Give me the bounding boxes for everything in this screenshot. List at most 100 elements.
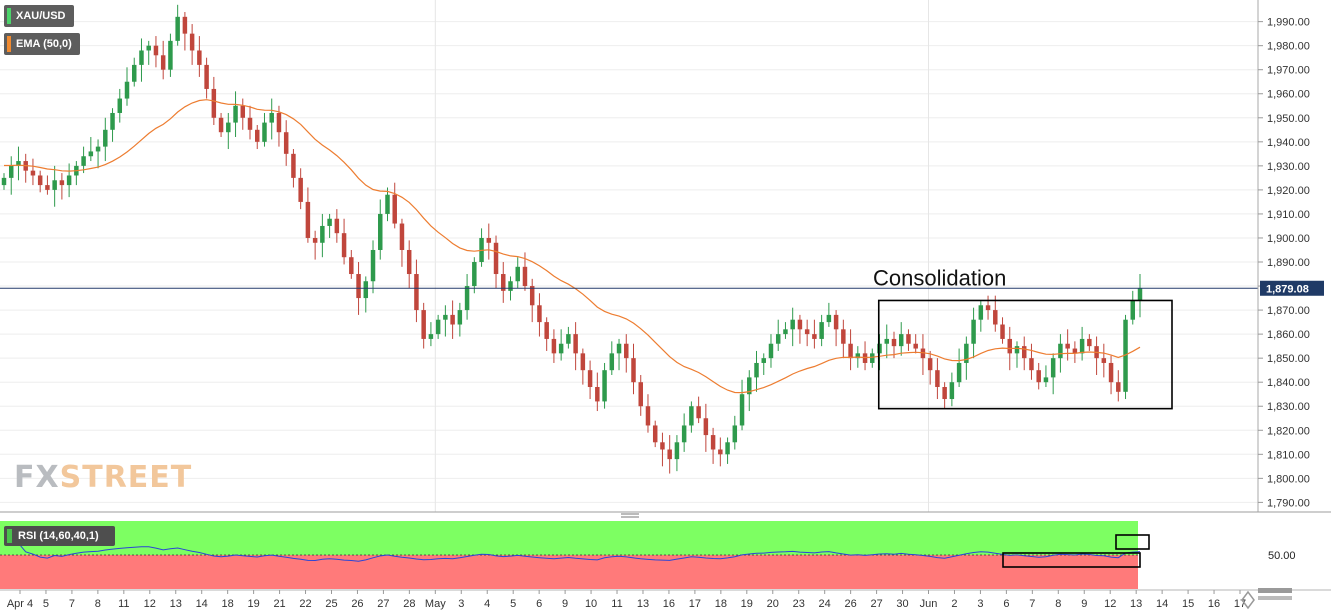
x-tick-label: May — [425, 598, 446, 610]
candle-body — [645, 406, 651, 426]
candle-body — [291, 153, 296, 178]
candle-body — [457, 310, 463, 325]
candle-body — [920, 348, 926, 359]
x-tick-label: 23 — [793, 598, 805, 610]
x-tick-label: 2 — [951, 598, 957, 610]
x-tick-label: 18 — [222, 598, 234, 610]
candle-body — [652, 425, 658, 443]
candle-body — [703, 418, 709, 436]
rsi-badge[interactable]: RSI (14,60,40,1) — [4, 526, 115, 546]
candle-body — [399, 223, 405, 250]
y-tick-label: 1,830.00 — [1267, 401, 1310, 413]
candle-body — [486, 237, 492, 243]
y-tick-label: 1,950.00 — [1267, 113, 1310, 125]
x-tick-label: 4 — [484, 598, 490, 610]
candle-body — [189, 33, 195, 51]
candle-body — [906, 334, 911, 344]
x-tick-label: 10 — [585, 598, 597, 610]
candle-body — [537, 305, 542, 323]
candle-body — [30, 170, 36, 176]
x-tick-label: 14 — [196, 598, 208, 610]
x-tick-label: 25 — [325, 598, 337, 610]
candle-body — [52, 180, 57, 190]
candle-body — [81, 156, 86, 166]
candle-body — [66, 175, 72, 186]
candle-body — [718, 449, 723, 455]
rsi-label: RSI (14,60,40,1) — [18, 530, 99, 542]
candle-body — [761, 358, 766, 363]
panel-resize-handle[interactable] — [621, 513, 639, 518]
y-tick-label: 1,960.00 — [1267, 89, 1310, 101]
candle-body — [544, 322, 549, 339]
y-tick-label: 1,800.00 — [1267, 473, 1310, 485]
candle-body — [1123, 319, 1128, 392]
candle-body — [269, 112, 274, 123]
candle-body — [790, 319, 795, 330]
candle-body — [8, 165, 14, 178]
candle-body — [1108, 362, 1114, 383]
candle-body — [580, 353, 586, 371]
candle-body — [551, 338, 557, 354]
candle-body — [124, 81, 130, 99]
candle-body — [833, 314, 839, 330]
x-tick-label: 13 — [1130, 598, 1142, 610]
y-tick-label: 1,890.00 — [1267, 257, 1310, 269]
candle-body — [233, 105, 238, 123]
candle-body — [1021, 346, 1027, 359]
x-tick-label: 17 — [689, 598, 701, 610]
candle-body — [356, 274, 361, 299]
candle-body — [609, 353, 615, 371]
last-price-tag: 1,879.08 — [1260, 280, 1324, 296]
candle-body — [797, 319, 803, 330]
candle-body — [204, 64, 209, 89]
candle-body — [667, 449, 672, 460]
candle-body — [334, 218, 340, 234]
candle-body — [320, 225, 325, 243]
candle-body — [631, 358, 636, 383]
candle-body — [710, 435, 716, 450]
y-tick-label: 1,810.00 — [1267, 449, 1310, 461]
candle-body — [1116, 382, 1121, 392]
candle-body — [305, 201, 311, 238]
candle-body — [558, 343, 564, 354]
candle-body — [732, 425, 738, 443]
candle-body — [1072, 348, 1078, 354]
last-price-label: 1,879.08 — [1266, 283, 1309, 295]
x-tick-label: 8 — [1055, 598, 1061, 610]
candle-body — [110, 112, 115, 130]
x-tick-label: 14 — [1156, 598, 1168, 610]
candle-body — [747, 377, 752, 395]
candle-body — [146, 45, 151, 51]
candle-body — [153, 45, 159, 56]
x-tick-label: 7 — [1029, 598, 1035, 610]
candle-body — [493, 242, 499, 275]
candle-body — [529, 286, 535, 306]
symbol-label: XAU/USD — [16, 10, 66, 22]
x-tick-label: 8 — [95, 598, 101, 610]
y-tick-label: 1,980.00 — [1267, 41, 1310, 53]
candle-body — [595, 387, 600, 402]
candle-body — [1101, 358, 1107, 363]
candle-body — [349, 257, 354, 275]
x-tick-label: 15 — [1182, 598, 1194, 610]
candle-body — [139, 50, 144, 65]
ema-badge[interactable]: EMA (50,0) — [4, 33, 80, 55]
x-tick-label: Apr 4 — [7, 598, 33, 610]
candle-body — [378, 213, 383, 250]
candle-body — [783, 329, 788, 335]
candle-body — [501, 274, 506, 291]
candle-body — [414, 274, 419, 311]
y-tick-label: 1,840.00 — [1267, 377, 1310, 389]
candle-body — [696, 406, 701, 419]
candle-body — [681, 425, 687, 443]
candle-body — [841, 329, 846, 344]
y-tick-label: 1,920.00 — [1267, 185, 1310, 197]
symbol-badge[interactable]: XAU/USD — [4, 5, 74, 27]
ema-swatch — [7, 36, 11, 52]
x-tick-label: 16 — [663, 598, 675, 610]
candle-body — [935, 370, 940, 388]
candle-body — [1036, 370, 1041, 383]
consolidation-label: Consolidation — [873, 265, 1006, 290]
candle-body — [435, 319, 441, 335]
